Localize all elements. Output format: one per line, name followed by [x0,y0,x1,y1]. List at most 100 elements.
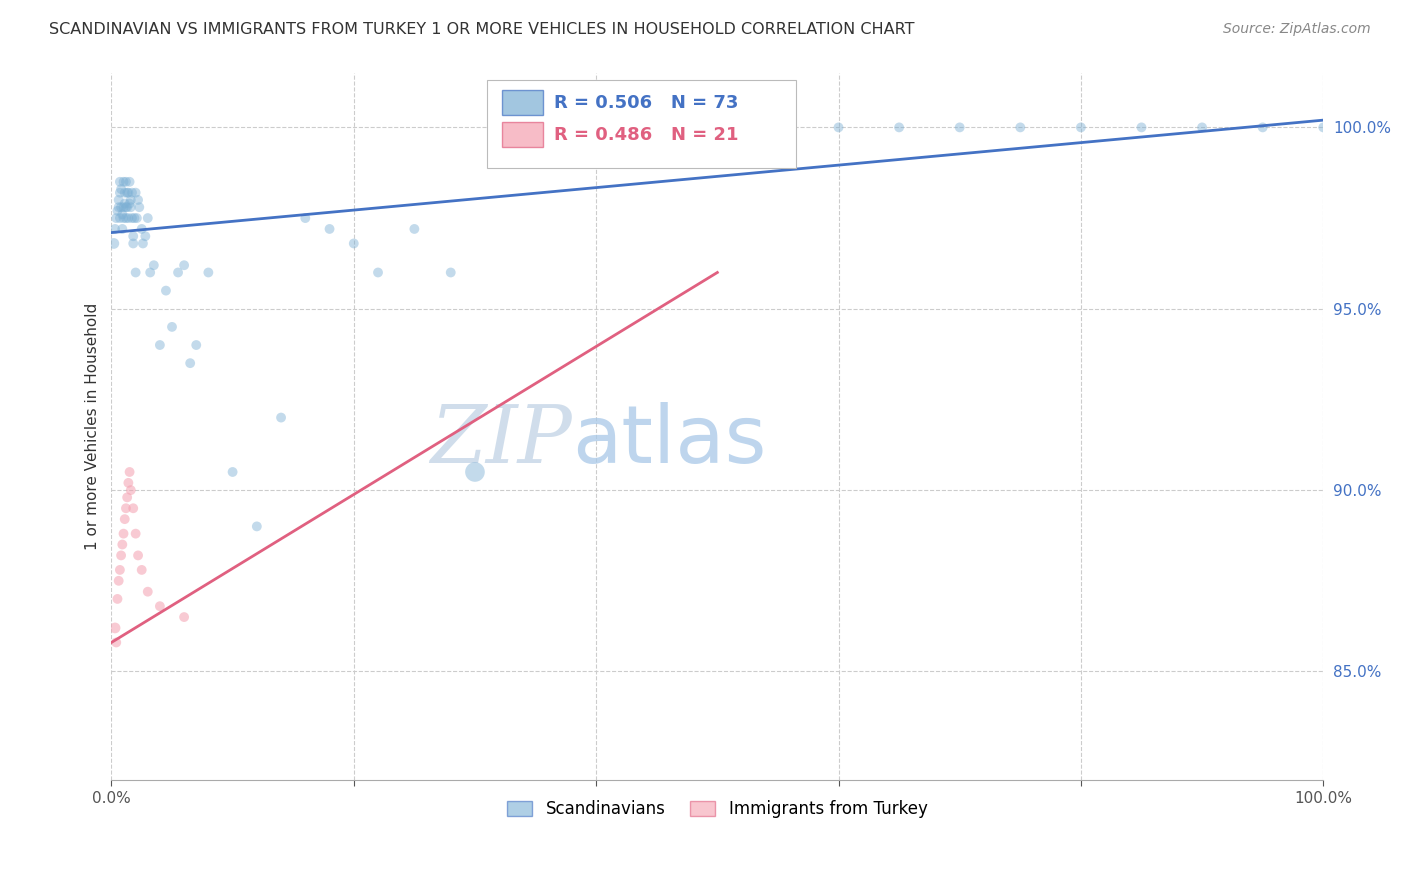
Text: atlas: atlas [572,401,766,480]
Point [110,200,132,214]
Point [105,211,128,225]
Point [155,284,177,298]
Point [107,591,129,606]
Point [270,410,292,425]
Point [139,265,162,279]
Text: R = 0.486   N = 21: R = 0.486 N = 21 [554,126,738,144]
FancyBboxPatch shape [502,122,543,147]
Point [127,193,149,207]
Point [120,483,142,497]
Point [128,200,150,214]
Point [111,207,134,221]
Point [246,519,269,533]
Point [1010,120,1032,135]
Point [118,175,141,189]
Point [294,211,316,225]
Point [115,186,138,200]
Point [464,465,486,479]
Point [110,182,132,196]
Point [440,265,463,279]
Point [122,236,145,251]
Point [107,203,129,218]
Point [108,186,131,200]
Point [103,236,125,251]
Point [114,196,136,211]
Point [104,222,127,236]
Text: SCANDINAVIAN VS IMMIGRANTS FROM TURKEY 1 OR MORE VEHICLES IN HOUSEHOLD CORRELATI: SCANDINAVIAN VS IMMIGRANTS FROM TURKEY 1… [49,22,915,37]
Text: Source: ZipAtlas.com: Source: ZipAtlas.com [1223,22,1371,37]
Point [173,610,195,624]
Point [112,211,135,225]
Point [104,621,127,635]
Point [827,120,849,135]
Point [343,236,366,251]
Point [1312,120,1334,135]
Point [118,465,141,479]
Point [121,186,143,200]
Point [131,222,153,236]
Text: R = 0.506   N = 73: R = 0.506 N = 73 [554,94,738,112]
Point [149,599,172,614]
Point [112,175,135,189]
Point [404,222,426,236]
Point [186,338,208,352]
Point [124,211,146,225]
Point [1070,120,1092,135]
Point [167,265,190,279]
Point [1191,120,1213,135]
FancyBboxPatch shape [486,80,796,169]
Point [127,549,149,563]
Point [114,512,136,526]
Point [122,229,145,244]
Point [115,200,138,214]
Point [1130,120,1153,135]
Point [142,258,165,272]
Point [124,526,146,541]
Point [114,186,136,200]
Point [111,537,134,551]
Point [318,222,340,236]
Point [107,574,129,588]
Point [117,211,139,225]
Point [115,200,138,214]
Point [125,211,148,225]
Point [124,265,146,279]
Point [173,258,195,272]
Point [1251,120,1274,135]
Point [131,563,153,577]
Point [122,501,145,516]
Point [107,200,129,214]
Point [115,175,138,189]
Point [149,338,172,352]
Point [112,526,135,541]
Point [120,193,142,207]
Point [949,120,972,135]
Text: ZIP: ZIP [430,402,572,480]
Point [118,196,141,211]
Point [121,211,143,225]
Point [108,175,131,189]
Point [108,563,131,577]
Point [117,475,139,490]
Point [108,211,131,225]
Point [124,186,146,200]
Point [766,120,789,135]
Y-axis label: 1 or more Vehicles in Household: 1 or more Vehicles in Household [86,303,100,550]
Point [134,229,156,244]
Point [221,465,243,479]
Point [115,501,138,516]
Point [179,356,201,370]
Point [887,120,910,135]
Point [136,584,159,599]
Point [117,186,139,200]
Point [132,236,155,251]
FancyBboxPatch shape [502,90,543,115]
Point [110,549,132,563]
Point [111,222,134,236]
Point [120,200,142,214]
Point [115,211,138,225]
Point [105,635,128,649]
Point [136,211,159,225]
Point [107,193,129,207]
Point [367,265,389,279]
